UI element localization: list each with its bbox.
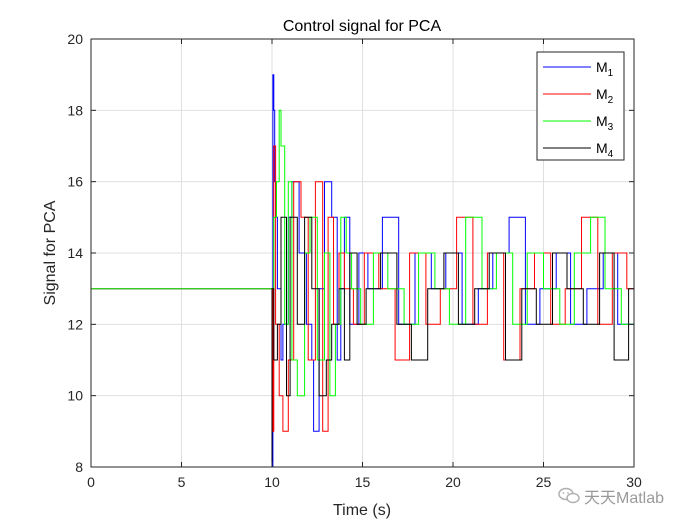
series-line-m3 xyxy=(91,109,634,397)
y-tick-label: 14 xyxy=(67,245,83,261)
legend-box xyxy=(536,51,625,161)
x-tick-label: 0 xyxy=(87,474,95,490)
watermark: 天天Matlab xyxy=(558,484,664,508)
x-tick-label: 15 xyxy=(355,474,371,490)
x-tick-label: 10 xyxy=(264,474,280,490)
legend-label-name: M xyxy=(596,86,608,102)
legend-label-m2: M2 xyxy=(596,86,614,106)
legend-label-name: M xyxy=(596,140,608,156)
y-tick-label: 16 xyxy=(67,174,83,190)
series-line-m4 xyxy=(91,216,634,467)
x-axis-label: Time (s) xyxy=(333,502,391,519)
x-tick-label: 5 xyxy=(178,474,186,490)
series-layer xyxy=(91,74,634,467)
y-tick-label: 18 xyxy=(67,102,83,118)
x-tick-label: 25 xyxy=(536,474,552,490)
legend-label-name: M xyxy=(596,59,608,75)
y-tick-label: 10 xyxy=(67,388,83,404)
series-line-m2 xyxy=(91,145,634,432)
watermark-text: 天天Matlab xyxy=(584,490,665,507)
legend-label-subscript: 4 xyxy=(608,149,614,160)
y-axis-label: Signal for PCA xyxy=(42,200,59,305)
legend-label-subscript: 3 xyxy=(608,122,614,133)
wechat-icon xyxy=(558,487,580,504)
legend-label-name: M xyxy=(596,113,608,129)
legend-label-subscript: 2 xyxy=(608,95,614,106)
chart-title: Control signal for PCA xyxy=(283,18,442,35)
y-tick-label: 8 xyxy=(75,459,83,475)
legend-label-m3: M3 xyxy=(596,113,614,133)
y-tick-label: 12 xyxy=(67,316,83,332)
x-tick-label: 30 xyxy=(626,474,642,490)
legend-label-subscript: 1 xyxy=(608,68,614,79)
x-tick-label: 20 xyxy=(445,474,461,490)
legend-label-m1: M1 xyxy=(596,59,614,79)
y-tick-label: 20 xyxy=(67,31,83,47)
legend-label-m4: M4 xyxy=(596,140,614,160)
